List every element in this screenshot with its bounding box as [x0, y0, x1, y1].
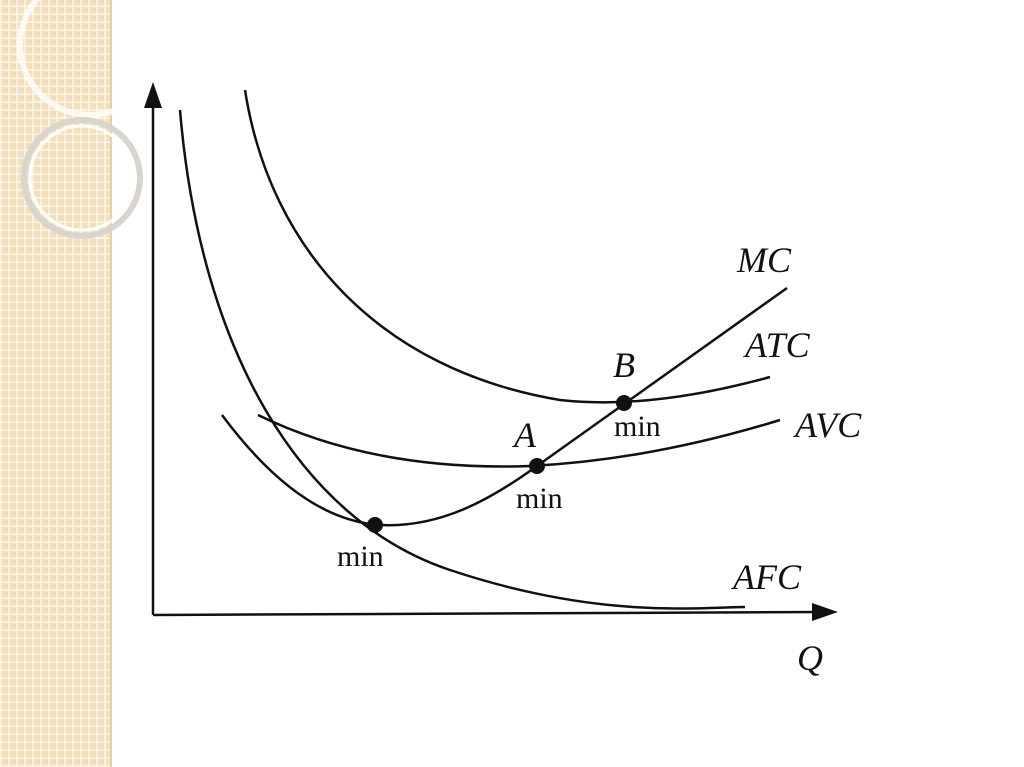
point-label: B	[613, 345, 635, 385]
curve-label: MC	[736, 240, 792, 280]
point-label: A	[512, 415, 537, 455]
point-note: min	[516, 482, 563, 515]
mc-curve	[220, 286, 788, 527]
curve-label: AFC	[731, 557, 802, 597]
atc-curve	[243, 89, 771, 404]
decor-circles	[17, 0, 163, 239]
point-note: min	[614, 410, 661, 443]
points	[367, 395, 632, 533]
axis-label: Q	[797, 638, 823, 678]
curve-label: AVC	[793, 405, 862, 445]
afc-curve	[178, 109, 746, 610]
axes	[144, 82, 838, 621]
curve-label: ATC	[743, 325, 811, 365]
point-note: min	[337, 540, 384, 573]
